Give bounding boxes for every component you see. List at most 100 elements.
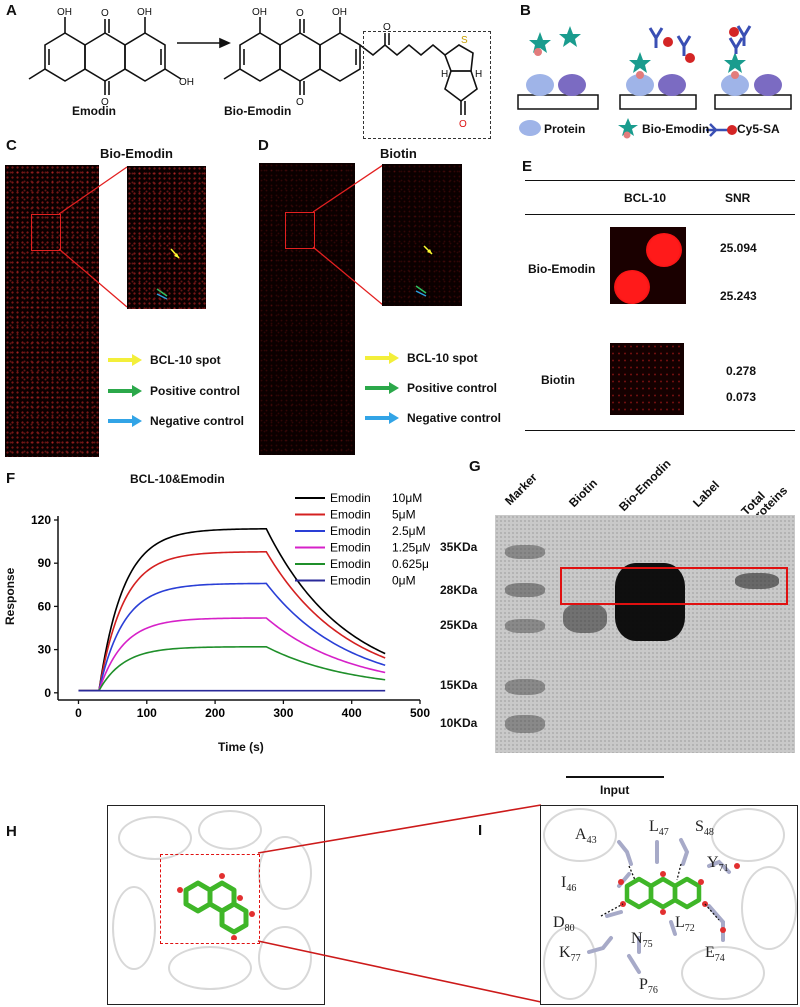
col-header-snr: SNR (725, 191, 751, 205)
snr-value-2: 25.243 (720, 289, 757, 303)
snr-value-1: 25.094 (720, 241, 757, 255)
bio-emodin-label: Bio-Emodin (224, 104, 292, 118)
sensorgram-line-2 (78, 582, 386, 692)
panel-c-title: Bio-Emodin (100, 146, 173, 161)
atom-o-1: O (101, 8, 109, 19)
x-tick-label: 0 (75, 706, 82, 720)
atom-oh-5: OH (332, 7, 347, 18)
biotin-zoom (382, 164, 462, 306)
highlight-box-28kda (560, 567, 788, 605)
table-top-rule (525, 180, 795, 181)
marker-25kda: 25KDa (440, 618, 478, 632)
residue-l72: L72 (675, 914, 695, 935)
panel-label-a: A (6, 2, 17, 19)
x-tick-label: 100 (137, 706, 157, 720)
residue-s48: S48 (695, 818, 714, 839)
protein-blobs (526, 74, 782, 96)
panel-label-f: F (6, 470, 16, 487)
d-legend-bcl10: BCL-10 spot (365, 351, 478, 365)
x-axis-label: Time (s) (218, 740, 264, 754)
x-tick-label: 200 (205, 706, 225, 720)
marker-band-10 (505, 715, 545, 733)
zoom-region-d (285, 212, 315, 249)
legend-conc-0: 10μM (392, 491, 422, 505)
legend-conc-5: 0μM (392, 574, 416, 588)
atom-oh-2: OH (137, 7, 152, 18)
emodin-label: Emodin (72, 104, 116, 118)
protein-overview (107, 805, 325, 1005)
sensorgram-line-1 (78, 551, 386, 692)
panel-d-title: Biotin (380, 146, 417, 161)
snr-value-4: 0.073 (726, 390, 757, 404)
legend-cy5-sa: Cy5-SA (737, 122, 780, 136)
sensorgram-line-4 (78, 645, 386, 692)
sensorgram-line-3 (78, 617, 386, 692)
lane-label: Label (690, 477, 723, 510)
input-label: Input (600, 783, 630, 797)
binding-site-detail: A43 L47 S48 I46 Y71 D80 L72 N75 E74 K77 … (540, 805, 798, 1005)
atom-s: S (461, 35, 468, 46)
lane-bio-emodin: Bio-Emodin (616, 456, 674, 514)
lane-marker: Marker (502, 470, 540, 508)
residue-e74: E74 (705, 944, 725, 965)
y-tick-label: 120 (31, 513, 51, 527)
atom-h-1: H (441, 69, 448, 80)
col-header-bcl10: BCL-10 (624, 191, 667, 205)
marker-15kda: 15KDa (440, 678, 478, 692)
legend-bio-emodin: Bio-Emodin (642, 122, 710, 136)
bcl10-spot-2 (614, 270, 650, 304)
snr-value-3: 0.278 (726, 364, 757, 378)
bio-emodin-microarray (5, 165, 99, 457)
emodin-structures: OH OH O O OH OH OH O O O S H H O (28, 7, 482, 130)
biotin-highlight-box (363, 31, 491, 139)
table-bottom-rule (525, 430, 795, 431)
atom-o-6: O (459, 119, 467, 130)
biotin-microarray (259, 163, 355, 455)
legend-name-2: Emodin (330, 524, 371, 538)
input-bracket (566, 776, 664, 778)
residue-y71: Y71 (707, 854, 729, 875)
marker-10kda: 10KDa (440, 716, 478, 730)
residue-n75: N75 (631, 930, 653, 951)
panel-label-c: C (6, 137, 17, 154)
panel-label-b: B (520, 2, 531, 19)
row-bio-emodin: Bio-Emodin (528, 262, 596, 276)
residue-d80: D80 (553, 914, 575, 935)
zoom-connector-lines (257, 804, 542, 1003)
biotin-band (563, 603, 607, 633)
y-tick-label: 0 (44, 686, 51, 700)
legend-conc-3: 1.25μM (392, 541, 430, 555)
y-tick-label: 30 (38, 643, 52, 657)
marker-28kda: 28KDa (440, 583, 478, 597)
panel-label-d: D (258, 137, 269, 154)
x-tick-label: 500 (410, 706, 430, 720)
y-tick-label: 90 (38, 556, 52, 570)
c-legend-negative: Negative control (108, 414, 244, 428)
residue-l47: L47 (649, 818, 669, 839)
residue-a43: A43 (575, 826, 597, 847)
panel-label-h: H (6, 823, 17, 840)
x-tick-label: 400 (342, 706, 362, 720)
bio-emodin-band (615, 563, 685, 641)
zoom-lines-d (312, 164, 384, 306)
assay-schematic (517, 25, 792, 139)
marker-35kda: 35KDa (440, 540, 478, 554)
total-protein-band (735, 573, 779, 589)
marker-band-25 (505, 619, 545, 633)
western-blot (495, 515, 795, 753)
atom-oh-1: OH (57, 7, 72, 18)
atom-o-5: O (383, 22, 391, 33)
c-legend-bcl10: BCL-10 spot (108, 353, 221, 367)
lane-biotin: Biotin (566, 476, 601, 510)
panel-label-g: G (469, 458, 481, 475)
y-tick-label: 60 (38, 599, 52, 613)
panel-label-e: E (522, 158, 533, 175)
bio-emodin-zoom (127, 166, 206, 309)
sensorgram-line-0 (78, 528, 386, 692)
residue-k77: K77 (559, 944, 581, 965)
marker-band-15 (505, 679, 545, 695)
atom-o-2: O (101, 97, 109, 108)
table-header-rule (525, 214, 795, 215)
atom-o-3: O (296, 8, 304, 19)
atom-h-2: H (475, 69, 482, 80)
